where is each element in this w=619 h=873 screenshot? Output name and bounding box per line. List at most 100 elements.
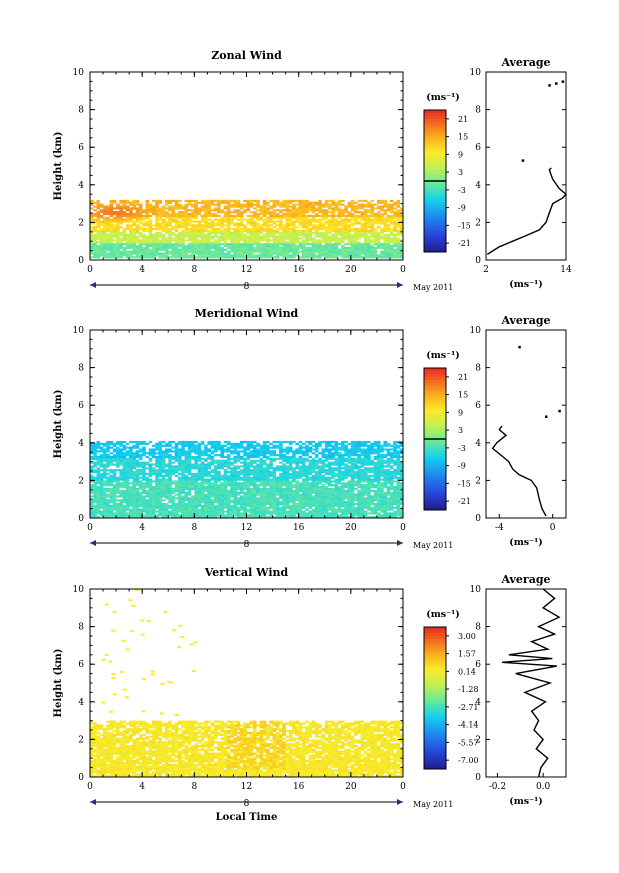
heat-cell [204, 203, 208, 206]
heat-cell [253, 222, 257, 225]
heat-cell [386, 252, 391, 255]
heat-cell [288, 491, 293, 494]
heat-cell [90, 244, 94, 248]
heat-cell [360, 243, 365, 246]
heat-cell [155, 448, 159, 451]
heat-cell [396, 231, 401, 234]
heat-cell [112, 233, 117, 236]
heat-cell [243, 233, 247, 236]
heat-cell [207, 211, 211, 214]
y-tick-label: 2 [78, 218, 84, 228]
heat-cell [223, 506, 228, 509]
heat-cell [181, 214, 185, 218]
heat-cell [103, 452, 107, 455]
heat-cell [389, 220, 394, 223]
heat-cell [256, 244, 260, 248]
heat-cell [119, 463, 123, 466]
heat-cell [262, 512, 267, 515]
heat-cell [181, 239, 185, 242]
heat-cell [119, 472, 123, 476]
heat-cell [288, 467, 293, 470]
heat-cell [151, 241, 156, 244]
heat-cell [213, 454, 218, 457]
heat-cell [236, 252, 241, 255]
heat-cell [292, 491, 296, 494]
heat-cell [178, 224, 182, 227]
heat-cell [230, 220, 234, 223]
heat-cell [266, 469, 270, 472]
heat-cell [194, 487, 198, 491]
heat-cell [200, 480, 205, 483]
heat-cell [272, 484, 277, 487]
heat-cell [151, 205, 156, 208]
heat-cell [246, 510, 251, 513]
date-bar-arrow-left [90, 282, 96, 288]
heat-cell [200, 491, 205, 494]
heat-cell [191, 252, 195, 255]
heat-cell [288, 216, 293, 219]
heat-cell [138, 248, 143, 251]
heat-cell [246, 237, 251, 240]
heat-cell [161, 478, 166, 481]
heat-cell [181, 442, 185, 445]
heat-cell [243, 209, 247, 212]
heat-cell [132, 459, 136, 462]
heat-cell [155, 226, 159, 229]
heat-cell [285, 489, 290, 492]
heat-cell [396, 205, 401, 208]
heat-cell [109, 476, 114, 479]
heat-cell [314, 243, 319, 246]
heat-cell [158, 461, 163, 464]
heat-cell [191, 224, 195, 227]
heat-cell [376, 214, 381, 218]
heat-cell [103, 252, 107, 255]
heat-cell [373, 237, 378, 240]
heat-cell [259, 489, 264, 492]
heat-cell [161, 252, 166, 255]
heat-cell [200, 457, 205, 461]
heat-cell [256, 209, 260, 212]
heat-cell [301, 218, 306, 221]
heat-cell [129, 452, 133, 455]
heat-cell [239, 457, 244, 461]
heat-cell [282, 203, 286, 206]
heat-cell [122, 252, 127, 255]
heat-cell [341, 213, 345, 216]
heat-cell [187, 508, 192, 511]
heat-cell [220, 243, 224, 246]
heat-cell [204, 495, 208, 498]
heat-cell [308, 235, 313, 238]
heat-cell [350, 207, 355, 210]
heat-cell [181, 501, 185, 504]
heat-cell [259, 252, 264, 255]
heat-cell [90, 504, 94, 508]
heat-cell [380, 216, 384, 219]
heat-cell [168, 459, 172, 462]
heat-cell [158, 514, 163, 517]
heat-cell [96, 510, 101, 513]
heat-cell [318, 235, 322, 238]
heat-cell [233, 478, 238, 481]
heat-cell [158, 213, 163, 216]
heat-cell [262, 252, 267, 255]
heat-cell [301, 252, 306, 255]
heat-cell [197, 455, 202, 459]
heat-cell [207, 209, 211, 212]
heat-cell [132, 454, 136, 457]
heat-cell [295, 241, 299, 244]
heat-cell [259, 516, 264, 519]
heat-cell [204, 457, 208, 461]
heat-cell [305, 211, 309, 214]
heat-cell [285, 484, 290, 487]
heat-cell [272, 502, 277, 506]
heat-cell [301, 499, 306, 502]
heat-cell [132, 235, 136, 238]
heat-cell [122, 440, 127, 444]
heat-cell [171, 510, 176, 513]
heat-cell [223, 491, 228, 494]
date-bar-day: 8 [244, 282, 250, 292]
heat-cell [282, 209, 286, 212]
heat-cell [132, 244, 136, 248]
heat-cell [213, 499, 218, 502]
heat-cell [138, 213, 143, 216]
